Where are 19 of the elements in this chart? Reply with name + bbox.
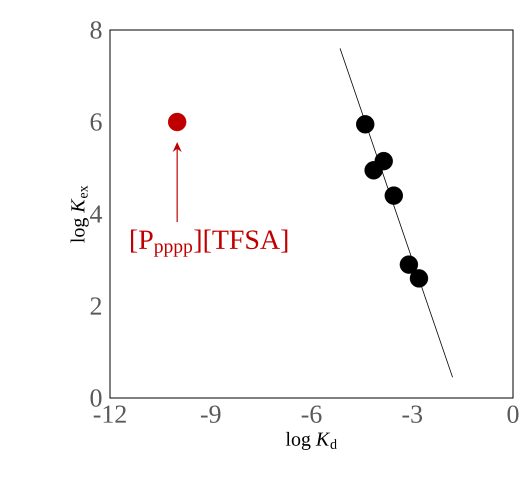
y-tick-label: 4 [90, 205, 102, 223]
x-axis-title: log K$_{d}$ [286, 432, 337, 450]
point [356, 115, 374, 134]
y-tick-label: 8 [90, 21, 102, 39]
y-tick-label: 0 [90, 389, 102, 407]
y-tick-label: 2 [90, 297, 102, 315]
x-tick-label: -6 [302, 406, 322, 423]
point [400, 255, 418, 274]
x-tick-label: -9 [200, 406, 220, 423]
point [168, 112, 186, 132]
y-axis-title: log K$_{ex}$ [70, 186, 89, 243]
x-tick-label: 0 [508, 406, 518, 423]
y-tick-label: 6 [90, 113, 102, 131]
x-tick-label: -3 [402, 406, 422, 423]
point [384, 186, 403, 205]
point [374, 152, 393, 170]
point [410, 269, 428, 288]
x-tick-label: -12 [94, 406, 126, 423]
annotation: [P$_{pppp}$][TFSA] [131, 230, 288, 257]
